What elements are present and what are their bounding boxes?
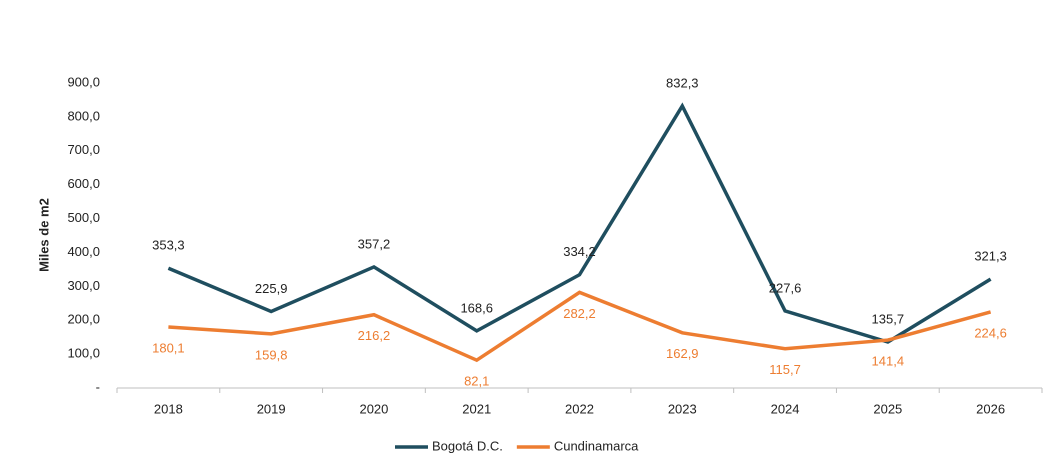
- x-tick-label: 2021: [462, 401, 491, 416]
- data-label: 82,1: [464, 374, 489, 389]
- y-tick-label: 800,0: [67, 108, 100, 123]
- data-label: 353,3: [152, 238, 185, 253]
- x-tick-label: 2018: [154, 401, 183, 416]
- data-label: 225,9: [255, 281, 288, 296]
- data-label: 227,6: [769, 280, 802, 295]
- x-tick-label: 2023: [668, 401, 697, 416]
- data-label: 159,8: [255, 347, 288, 362]
- legend-label: Cundinamarca: [554, 438, 639, 453]
- legend-label: Bogotá D.C.: [432, 438, 503, 453]
- data-label: 141,4: [872, 354, 905, 369]
- y-tick-label: 900,0: [67, 74, 100, 89]
- data-label: 334,2: [563, 244, 596, 259]
- data-label: 832,3: [666, 75, 699, 90]
- y-tick-label: 500,0: [67, 210, 100, 225]
- data-label: 168,6: [460, 300, 493, 315]
- x-tick-label: 2024: [771, 401, 800, 416]
- x-tick-label: 2020: [359, 401, 388, 416]
- y-tick-label: 400,0: [67, 244, 100, 259]
- y-tick-label: 100,0: [67, 346, 100, 361]
- series-line: [167, 102, 992, 344]
- y-tick-label: 300,0: [67, 278, 100, 293]
- data-label: 224,6: [974, 325, 1007, 340]
- data-label: 282,2: [563, 306, 596, 321]
- data-label: 180,1: [152, 340, 185, 355]
- y-tick-label: 600,0: [67, 176, 100, 191]
- y-tick-label: 700,0: [67, 142, 100, 157]
- series-line: [168, 290, 992, 363]
- x-tick-label: 2026: [976, 401, 1005, 416]
- data-label: 135,7: [872, 311, 905, 326]
- data-label: 216,2: [358, 328, 391, 343]
- y-tick-label: 200,0: [67, 312, 100, 327]
- y-tick-label: -: [96, 379, 100, 394]
- data-label: 357,2: [358, 236, 391, 251]
- x-tick-label: 2025: [873, 401, 902, 416]
- data-label: 321,3: [974, 249, 1007, 264]
- x-tick-label: 2022: [565, 401, 594, 416]
- y-axis-title: Miles de m2: [36, 198, 51, 272]
- data-label: 115,7: [769, 362, 801, 377]
- data-label: 162,9: [666, 346, 699, 361]
- x-tick-label: 2019: [257, 401, 286, 416]
